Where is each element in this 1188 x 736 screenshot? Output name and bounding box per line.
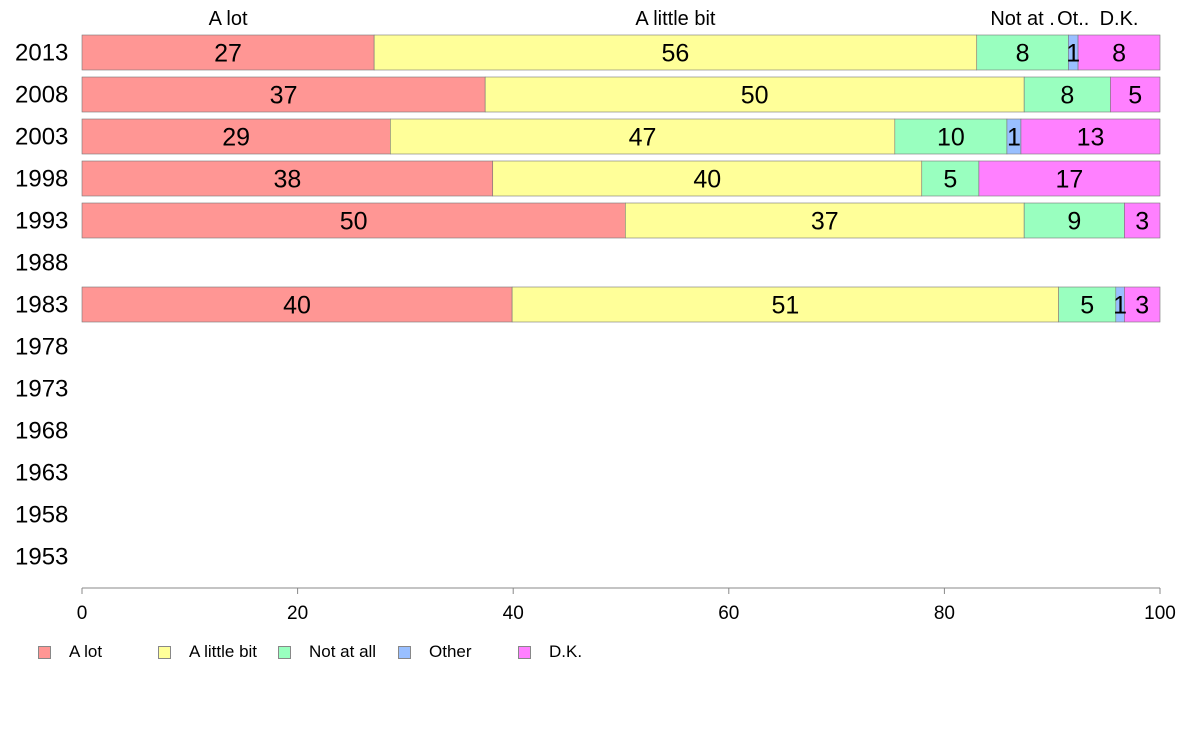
bar-value-label: 8 <box>1016 40 1030 68</box>
legend-swatch <box>38 645 51 659</box>
bar-segment <box>1124 286 1161 323</box>
y-tick-label: 2003 <box>15 124 68 151</box>
bar-value-label: 38 <box>273 166 301 194</box>
legend-item: A lot <box>38 642 158 662</box>
bar-value-label: 17 <box>1056 166 1084 194</box>
column-header-label: A little bit <box>635 8 715 30</box>
y-tick-label: 1963 <box>15 460 68 487</box>
bar-value-label: 50 <box>741 82 769 110</box>
bar-value-label: 5 <box>1080 292 1094 320</box>
x-tick-label: 20 <box>287 603 308 624</box>
legend-swatch <box>518 645 531 659</box>
bar-segment <box>1077 34 1161 71</box>
bar-value-label: 3 <box>1135 292 1149 320</box>
bar-segment <box>484 76 1025 113</box>
y-tick-label: 1953 <box>15 544 68 571</box>
bar-segment <box>921 160 980 197</box>
bar-value-label: 40 <box>693 166 721 194</box>
bar-segment <box>492 160 923 197</box>
bar-value-label: 10 <box>937 124 965 152</box>
bar-value-label: 5 <box>943 166 957 194</box>
x-tick-label: 60 <box>718 603 739 624</box>
bar-value-label: 1 <box>1113 292 1127 320</box>
bar-segment <box>1023 202 1125 239</box>
bar-value-label: 51 <box>771 292 799 320</box>
bar-segment <box>1058 286 1117 323</box>
bar-segment <box>1023 76 1111 113</box>
legend-label: A lot <box>69 642 103 661</box>
y-tick-label: 1988 <box>15 250 68 277</box>
legend-label: Not at all <box>309 642 377 661</box>
bar-value-label: 13 <box>1077 124 1105 152</box>
legend-label: A little bit <box>189 642 258 661</box>
bar-segment <box>1020 118 1161 155</box>
bar-value-label: 47 <box>629 124 657 152</box>
bar-value-label: 37 <box>270 82 298 110</box>
column-header-label: Ot.. <box>1057 8 1089 30</box>
bar-segment <box>81 34 375 71</box>
bar-segment <box>81 202 626 239</box>
bar-value-label: 56 <box>662 40 690 68</box>
y-tick-label: 1998 <box>15 166 68 193</box>
y-axis-tick-labels: 2013 2008 2003 1998 1993 1988 1983 1978 1973 1968… <box>15 40 68 571</box>
x-tick-label: 40 <box>503 603 524 624</box>
bar-value-label: 8 <box>1060 82 1074 110</box>
legend-swatch <box>158 645 171 659</box>
bar-segment <box>976 34 1069 71</box>
x-tick-label: 100 <box>1144 603 1176 624</box>
bar-segments <box>81 34 1161 323</box>
bar-value-label: 8 <box>1112 40 1126 68</box>
column-header-label: A lot <box>209 8 248 30</box>
column-header-labels: A lot A little bit Not at . Ot.. D.K. <box>209 8 1139 30</box>
bar-value-label: 1 <box>1066 40 1080 68</box>
bar-segment <box>511 286 1059 323</box>
y-tick-label: 1993 <box>15 208 68 235</box>
x-axis: 0 20 40 60 80 100 <box>77 587 1176 624</box>
bar-value-label: 1 <box>1007 124 1021 152</box>
legend-swatch <box>278 645 291 659</box>
legend-item: D.K. <box>518 642 638 662</box>
x-tick-label: 0 <box>77 603 88 624</box>
bar-value-label: 40 <box>283 292 311 320</box>
bar-value-label: 5 <box>1128 82 1142 110</box>
x-tick-label: 80 <box>934 603 955 624</box>
bar-segment <box>81 118 391 155</box>
bar-value-label: 37 <box>811 208 839 236</box>
bar-segment <box>81 76 486 113</box>
bar-value-label: 3 <box>1135 208 1149 236</box>
legend-label: Other <box>429 642 472 661</box>
legend-label: D.K. <box>549 642 583 661</box>
bar-value-label: 27 <box>214 40 242 68</box>
legend-item: Other <box>398 642 518 662</box>
column-header-label: D.K. <box>1100 8 1139 30</box>
y-tick-label: 1973 <box>15 376 68 403</box>
bar-segment <box>1110 76 1161 113</box>
bar-segment <box>978 160 1161 197</box>
bar-segment <box>625 202 1025 239</box>
y-tick-label: 1978 <box>15 334 68 361</box>
legend-item: A little bit <box>158 642 278 662</box>
legend-swatch <box>398 645 411 659</box>
y-tick-label: 1968 <box>15 418 68 445</box>
y-tick-label: 2013 <box>15 40 68 67</box>
bar-segment <box>894 118 1008 155</box>
bar-segment <box>1124 202 1161 239</box>
legend: A lot A little bit Not at all Other D.K. <box>38 641 638 663</box>
y-tick-label: 2008 <box>15 82 68 109</box>
y-tick-label: 1958 <box>15 502 68 529</box>
y-tick-label: 1983 <box>15 292 68 319</box>
bar-value-label: 50 <box>340 208 368 236</box>
legend-item: Not at all <box>278 642 398 662</box>
column-header-label: Not at . <box>990 8 1054 30</box>
bar-segment <box>390 118 896 155</box>
bar-value-label: 29 <box>222 124 250 152</box>
bar-segment <box>373 34 978 71</box>
bar-value-label: 9 <box>1067 208 1081 236</box>
